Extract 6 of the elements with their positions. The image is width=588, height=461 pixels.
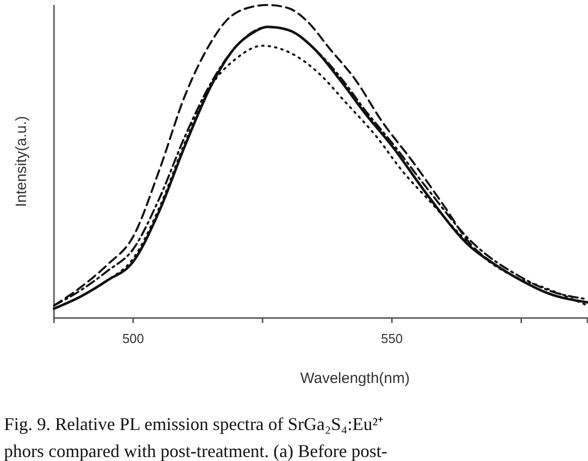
y-axis-title: Intensity(a.u.) xyxy=(13,116,30,207)
x-tick-label: 500 xyxy=(122,330,144,346)
x-tick-label: 550 xyxy=(381,330,403,346)
x-axis-title: Wavelength(nm) xyxy=(300,370,410,387)
caption: Fig. 9. Relative PL emission spectra of SrGa₂S₄:Eu²⁺ xyxy=(4,414,384,434)
text: phors compared with post-treatment. (a) Before post- xyxy=(4,441,388,461)
